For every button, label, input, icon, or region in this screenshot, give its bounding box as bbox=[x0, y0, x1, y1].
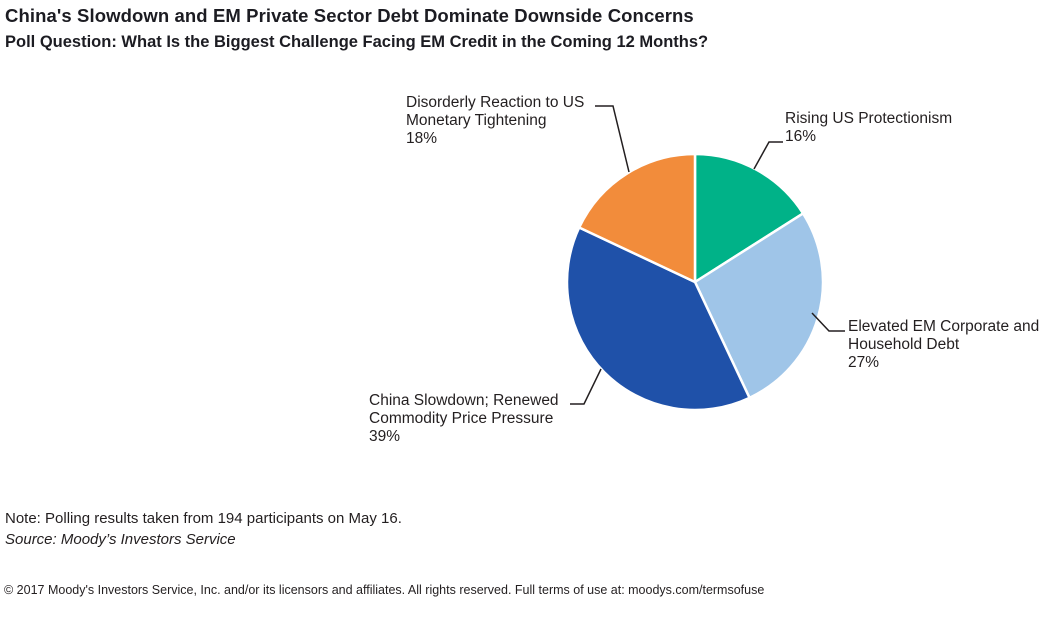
copyright-text: © 2017 Moody's Investors Service, Inc. a… bbox=[4, 583, 765, 597]
page-title: China's Slowdown and EM Private Sector D… bbox=[5, 5, 694, 26]
pie-slice-3 bbox=[577, 152, 697, 284]
leader-line-china bbox=[570, 368, 602, 405]
source-text: Source: Moody’s Investors Service bbox=[5, 531, 236, 548]
poll-question-subtitle: Poll Question: What Is the Biggest Chall… bbox=[5, 33, 709, 51]
slice-label-text: Elevated EM Corporate and Household Debt bbox=[848, 318, 1040, 354]
slice-pct: 18% bbox=[406, 130, 438, 148]
pie-slice-2 bbox=[565, 226, 751, 412]
leader-line-elevated bbox=[811, 312, 845, 332]
note-text: Note: Polling results taken from 194 par… bbox=[5, 510, 402, 527]
slice-pct: 39% bbox=[369, 428, 401, 446]
slice-label-elevated: Elevated EM Corporate and Household Debt… bbox=[848, 318, 1053, 373]
slice-label-china: China Slowdown; Renewed Commodity Price … bbox=[369, 392, 569, 447]
slice-pct: 16% bbox=[785, 128, 817, 146]
pie-slice-0 bbox=[693, 152, 805, 284]
slice-label-text: Disorderly Reaction to US Monetary Tight… bbox=[406, 94, 585, 130]
pie-slice-1 bbox=[693, 212, 825, 400]
pie-slices-group bbox=[565, 152, 825, 412]
leader-line-rising bbox=[753, 141, 783, 170]
slice-pct: 27% bbox=[848, 354, 880, 372]
slice-label-disorderly: Disorderly Reaction to US Monetary Tight… bbox=[406, 94, 606, 149]
slice-label-text: Rising US Protectionism bbox=[785, 110, 953, 127]
slice-label-text: China Slowdown; Renewed Commodity Price … bbox=[369, 392, 559, 428]
slice-label-rising: Rising US Protectionism 16% bbox=[785, 110, 985, 146]
leader-line-disorderly bbox=[595, 105, 630, 173]
